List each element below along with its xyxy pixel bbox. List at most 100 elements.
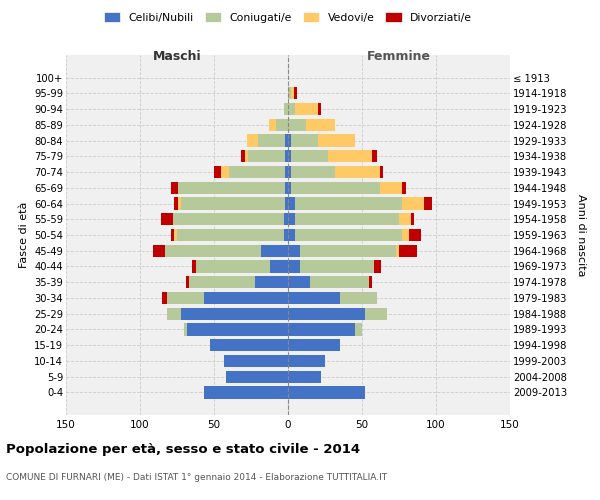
Bar [177, 229, 284, 241]
Bar [241, 150, 245, 162]
Bar [411, 213, 414, 226]
Text: Femmine: Femmine [367, 50, 431, 62]
Bar [288, 339, 340, 351]
Bar [288, 260, 300, 272]
Bar [380, 182, 402, 194]
Bar [187, 324, 288, 336]
Bar [291, 134, 317, 146]
Bar [306, 118, 335, 131]
Bar [355, 324, 362, 336]
Bar [285, 166, 288, 178]
Bar [291, 87, 294, 100]
Bar [409, 229, 421, 241]
Legend: Celibi/Nubili, Coniugati/e, Vedovi/e, Divorziati/e: Celibi/Nubili, Coniugati/e, Vedovi/e, Di… [100, 8, 476, 27]
Bar [288, 355, 325, 367]
Bar [300, 244, 396, 257]
Bar [284, 103, 288, 115]
Bar [291, 150, 328, 162]
Bar [294, 87, 297, 100]
Bar [284, 229, 288, 241]
Bar [291, 182, 380, 194]
Bar [226, 370, 288, 383]
Bar [396, 244, 399, 257]
Bar [295, 229, 402, 241]
Bar [288, 308, 365, 320]
Bar [171, 229, 174, 241]
Text: COMUNE DI FURNARI (ME) - Dati ISTAT 1° gennaio 2014 - Elaborazione TUTTITALIA.IT: COMUNE DI FURNARI (ME) - Dati ISTAT 1° g… [6, 472, 387, 482]
Bar [288, 87, 291, 100]
Bar [229, 166, 285, 178]
Bar [380, 166, 383, 178]
Bar [256, 276, 288, 288]
Bar [288, 229, 295, 241]
Bar [262, 244, 288, 257]
Bar [203, 292, 288, 304]
Bar [335, 166, 380, 178]
Bar [370, 276, 373, 288]
Bar [285, 198, 288, 209]
Bar [165, 244, 262, 257]
Bar [154, 244, 165, 257]
Bar [295, 198, 402, 209]
Bar [317, 103, 320, 115]
Bar [196, 260, 270, 272]
Bar [171, 182, 178, 194]
Bar [285, 150, 288, 162]
Bar [288, 370, 320, 383]
Bar [300, 260, 374, 272]
Bar [173, 213, 284, 226]
Bar [284, 213, 288, 226]
Bar [269, 118, 276, 131]
Bar [288, 324, 355, 336]
Bar [291, 166, 335, 178]
Bar [186, 276, 189, 288]
Text: Maschi: Maschi [152, 50, 202, 62]
Bar [288, 198, 295, 209]
Bar [192, 260, 196, 272]
Bar [203, 386, 288, 398]
Bar [288, 150, 291, 162]
Bar [424, 198, 431, 209]
Bar [328, 150, 373, 162]
Bar [174, 198, 178, 209]
Bar [373, 150, 377, 162]
Bar [288, 182, 291, 194]
Bar [270, 260, 288, 272]
Bar [288, 244, 300, 257]
Y-axis label: Anni di nascita: Anni di nascita [575, 194, 586, 276]
Text: Popolazione per età, sesso e stato civile - 2014: Popolazione per età, sesso e stato civil… [6, 442, 360, 456]
Bar [178, 198, 181, 209]
Bar [209, 339, 288, 351]
Bar [285, 182, 288, 194]
Bar [214, 166, 221, 178]
Bar [174, 229, 177, 241]
Bar [288, 292, 340, 304]
Bar [288, 118, 306, 131]
Bar [276, 118, 288, 131]
Bar [310, 276, 370, 288]
Bar [374, 260, 381, 272]
Bar [259, 134, 285, 146]
Bar [288, 213, 295, 226]
Bar [399, 213, 411, 226]
Bar [285, 134, 288, 146]
Bar [178, 182, 285, 194]
Bar [295, 213, 399, 226]
Bar [167, 292, 203, 304]
Bar [167, 308, 181, 320]
Bar [402, 182, 406, 194]
Bar [288, 276, 310, 288]
Bar [162, 292, 167, 304]
Bar [161, 213, 173, 226]
Bar [288, 134, 291, 146]
Bar [181, 198, 285, 209]
Bar [402, 229, 409, 241]
Bar [245, 150, 248, 162]
Bar [288, 166, 291, 178]
Y-axis label: Fasce di età: Fasce di età [19, 202, 29, 268]
Bar [221, 166, 229, 178]
Bar [295, 103, 317, 115]
Bar [288, 386, 365, 398]
Bar [181, 308, 288, 320]
Bar [365, 308, 387, 320]
